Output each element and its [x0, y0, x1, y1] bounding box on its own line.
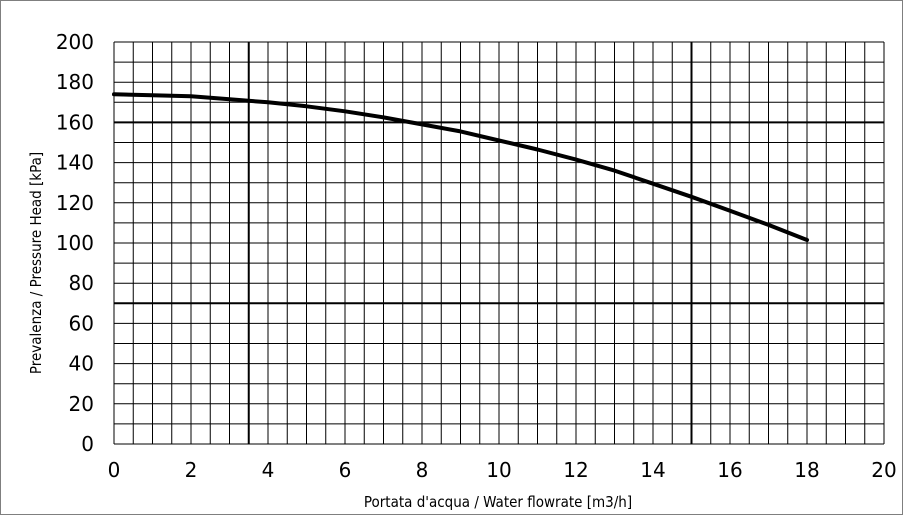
x-tick-label: 18: [794, 458, 819, 482]
y-tick-label: 100: [56, 231, 94, 255]
pressure-curve-line: [112, 92, 809, 242]
minor-grid: [113, 41, 885, 445]
y-tick-label: 60: [69, 311, 94, 335]
y-tick-label: 80: [69, 271, 94, 295]
y-tick-labels: 0 20 40 60 80 100 120 140 160 180 200: [56, 30, 94, 456]
x-tick-label: 12: [563, 458, 588, 482]
x-tick-label: 4: [262, 458, 275, 482]
y-tick-label: 180: [56, 70, 94, 94]
x-tick-label: 0: [108, 458, 121, 482]
reference-lines: [114, 42, 884, 444]
y-tick-label: 40: [69, 352, 94, 376]
series-layer: [112, 92, 809, 242]
y-tick-label: 160: [56, 110, 94, 134]
x-tick-label: 16: [717, 458, 742, 482]
x-tick-label: 14: [640, 458, 665, 482]
y-axis-title: Prevalenza / Pressure Head [kPa]: [27, 152, 45, 374]
y-tick-label: 140: [56, 151, 94, 175]
x-tick-label: 8: [416, 458, 429, 482]
y-tick-label: 20: [69, 392, 94, 416]
x-tick-label: 10: [486, 458, 511, 482]
y-tick-label: 0: [81, 432, 94, 456]
x-tick-label: 20: [871, 458, 896, 482]
y-tick-label: 120: [56, 191, 94, 215]
x-tick-label: 2: [185, 458, 198, 482]
x-axis-title: Portata d'acqua / Water flowrate [m3/h]: [364, 493, 632, 511]
x-tick-label: 6: [339, 458, 352, 482]
x-tick-labels: 0 2 4 6 8 10 12 14 16 18 20: [108, 458, 897, 482]
y-tick-label: 200: [56, 30, 94, 54]
